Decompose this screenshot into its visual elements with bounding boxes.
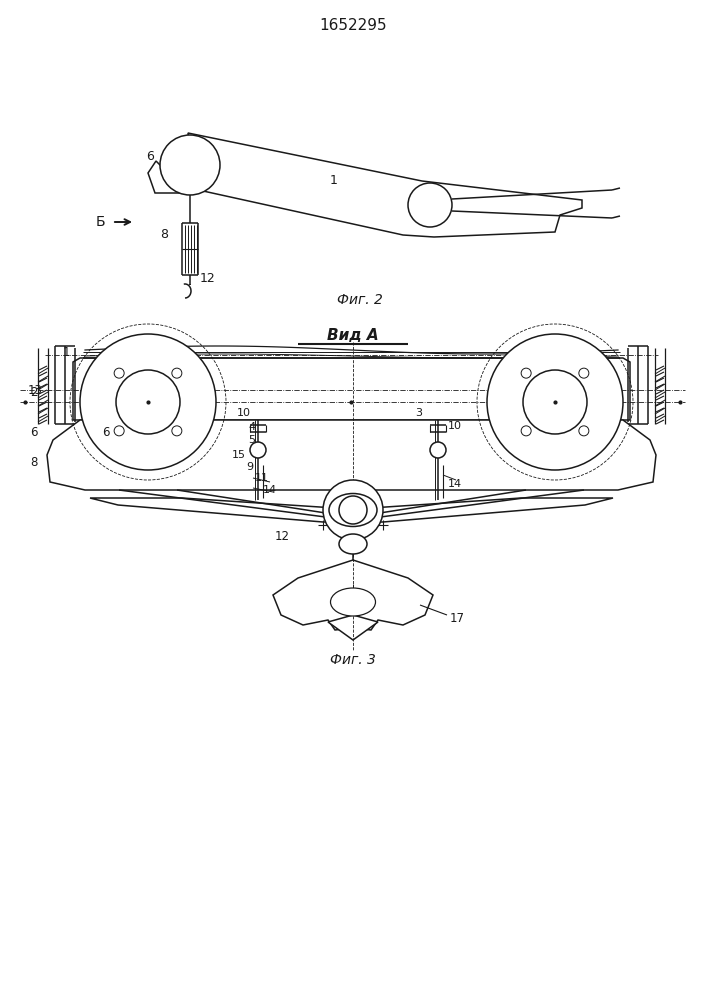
Circle shape xyxy=(116,370,180,434)
Text: 11: 11 xyxy=(255,473,269,483)
Circle shape xyxy=(339,496,367,524)
Circle shape xyxy=(114,426,124,436)
Circle shape xyxy=(579,368,589,378)
Text: Б: Б xyxy=(95,215,105,229)
Text: 4: 4 xyxy=(248,422,255,432)
Polygon shape xyxy=(371,498,613,522)
Text: 14: 14 xyxy=(263,485,277,495)
Polygon shape xyxy=(188,133,582,237)
Circle shape xyxy=(80,334,216,470)
Text: 3: 3 xyxy=(415,408,422,418)
Circle shape xyxy=(579,426,589,436)
Text: 5: 5 xyxy=(248,435,255,445)
Text: 1: 1 xyxy=(330,174,338,186)
Text: 15: 15 xyxy=(232,450,246,460)
Text: 12: 12 xyxy=(200,272,216,286)
Polygon shape xyxy=(73,358,630,420)
Text: 2: 2 xyxy=(30,386,37,399)
Text: 1652295: 1652295 xyxy=(319,17,387,32)
Text: 13: 13 xyxy=(28,383,43,396)
Circle shape xyxy=(521,426,531,436)
Circle shape xyxy=(172,368,182,378)
Text: Фиг. 3: Фиг. 3 xyxy=(330,653,376,667)
Text: 8: 8 xyxy=(160,229,168,241)
Ellipse shape xyxy=(339,534,367,554)
Circle shape xyxy=(114,368,124,378)
Text: 8: 8 xyxy=(30,456,37,468)
Circle shape xyxy=(160,135,220,195)
Text: 1: 1 xyxy=(63,347,71,360)
Text: 6: 6 xyxy=(146,150,154,163)
Circle shape xyxy=(172,426,182,436)
Circle shape xyxy=(430,442,446,458)
Text: Фиг. 2: Фиг. 2 xyxy=(337,293,383,307)
Polygon shape xyxy=(273,560,433,630)
Text: 17: 17 xyxy=(450,611,465,624)
Text: 9: 9 xyxy=(246,462,253,472)
Circle shape xyxy=(408,183,452,227)
Polygon shape xyxy=(47,420,656,490)
Circle shape xyxy=(487,334,623,470)
Text: 6: 6 xyxy=(30,426,37,440)
Ellipse shape xyxy=(330,588,375,616)
Text: 6: 6 xyxy=(102,426,110,438)
Circle shape xyxy=(323,480,383,540)
Polygon shape xyxy=(328,615,378,640)
Circle shape xyxy=(523,370,587,434)
Text: 10: 10 xyxy=(237,408,251,418)
Polygon shape xyxy=(90,498,335,522)
Text: 12: 12 xyxy=(275,530,290,542)
Text: 14: 14 xyxy=(448,479,462,489)
Circle shape xyxy=(250,442,266,458)
Circle shape xyxy=(521,368,531,378)
Text: Вид A: Вид A xyxy=(327,328,379,344)
Text: 10: 10 xyxy=(448,421,462,431)
Polygon shape xyxy=(148,161,188,193)
